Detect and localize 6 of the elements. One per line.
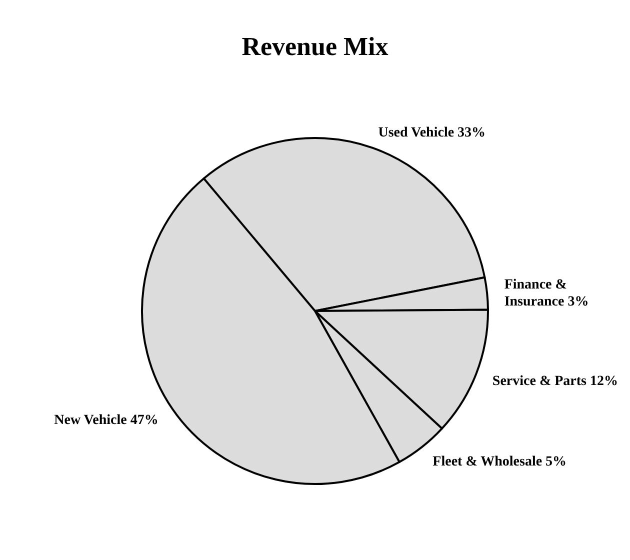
slice-label: Finance & Insurance 3%	[504, 277, 589, 310]
slice-label: Used Vehicle 33%	[378, 126, 486, 141]
slice-label: Fleet & Wholesale 5%	[432, 454, 567, 470]
slice-label: New Vehicle 47%	[54, 413, 158, 428]
chart-title: Revenue Mix	[242, 32, 388, 61]
slice-label: Service & Parts 12%	[492, 374, 618, 389]
